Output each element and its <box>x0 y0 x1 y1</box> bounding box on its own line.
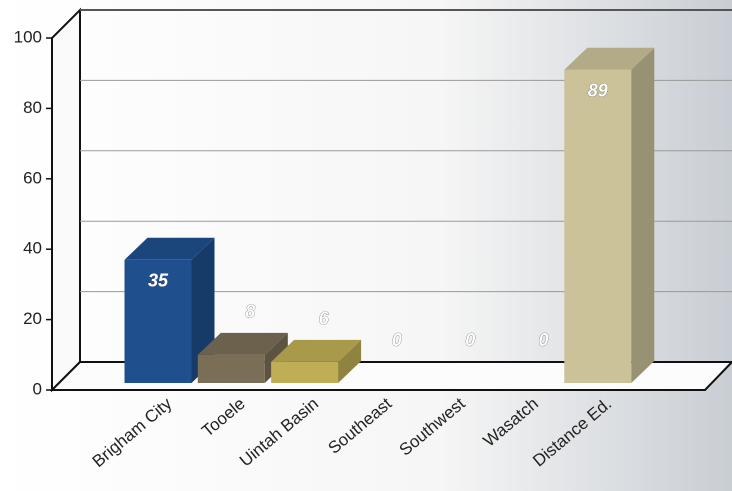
bar <box>197 354 265 383</box>
value-label: 35 <box>148 271 169 291</box>
value-label: 0 <box>538 330 548 350</box>
y-tick-label: 40 <box>23 239 42 258</box>
bar <box>564 69 632 383</box>
y-tick-label: 20 <box>23 309 42 328</box>
bar-top <box>197 332 288 355</box>
value-label: 0 <box>392 330 402 350</box>
bar-top <box>271 339 362 362</box>
bar-top <box>124 237 215 260</box>
y-tick-label: 0 <box>33 379 42 398</box>
value-label: 8 <box>245 302 255 322</box>
value-label: 6 <box>319 309 330 329</box>
value-label: 89 <box>588 80 608 100</box>
bar <box>124 259 192 383</box>
value-label: 0 <box>465 330 475 350</box>
y-tick-label: 60 <box>23 168 42 187</box>
bar-side <box>631 47 655 383</box>
y-tick-label: 100 <box>14 27 42 46</box>
bar-top <box>564 47 655 70</box>
y-tick-label: 80 <box>23 98 42 117</box>
side-wall <box>51 7 81 393</box>
bar <box>271 361 339 383</box>
bar-side <box>338 339 362 383</box>
